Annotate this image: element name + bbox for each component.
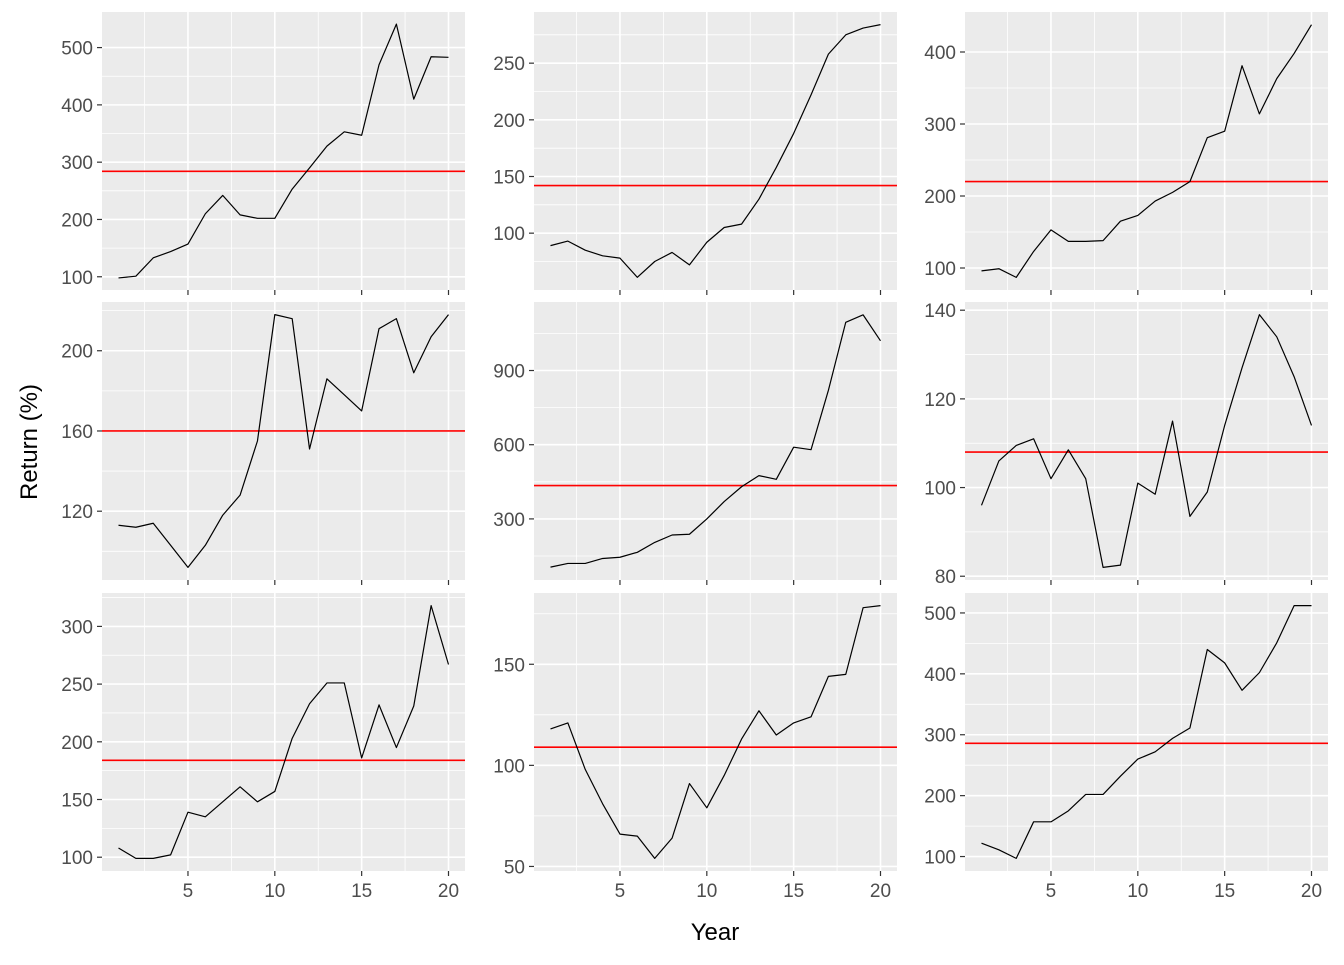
return-series-line (550, 314, 881, 568)
y-tick-label: 200 (924, 787, 956, 808)
y-tick-label: 100 (493, 756, 525, 777)
y-tick-label: 140 (924, 301, 956, 322)
y-tick-label: 100 (924, 259, 956, 280)
panel-background (534, 302, 897, 580)
panel-4: 120 160 200 (61, 302, 465, 585)
y-tick-label: 300 (493, 510, 525, 531)
y-tick-label: 80 (935, 567, 956, 588)
return-series-line (550, 24, 881, 278)
y-tick-label: 160 (61, 422, 93, 443)
x-axis-title: Year (691, 919, 740, 946)
y-tick-label: 100 (924, 848, 956, 869)
y-tick-label: 100 (61, 848, 93, 869)
y-tick-label: 400 (924, 665, 956, 686)
y-tick-label: 200 (61, 210, 93, 231)
x-tick-label: 20 (1301, 881, 1322, 902)
y-axis-title: Return (%) (16, 384, 43, 500)
x-tick-label: 10 (1127, 881, 1148, 902)
y-tick-label: 400 (924, 43, 956, 64)
y-tick-label: 100 (61, 268, 93, 289)
y-tick-label: 150 (493, 655, 525, 676)
y-tick-label: 400 (61, 96, 93, 117)
y-tick-label: 250 (493, 54, 525, 75)
y-tick-label: 200 (924, 187, 956, 208)
return-series-line (980, 314, 1313, 568)
x-tick-label: 5 (615, 881, 626, 902)
panel-6: 80 100 120 140 (924, 301, 1328, 588)
y-tick-label: 300 (924, 726, 956, 747)
panel-8: 50 100 150 5 10 15 20 (493, 593, 897, 902)
y-tick-label: 200 (61, 733, 93, 754)
panel-9: 100 200 300 400 500 5 10 15 20 (924, 593, 1328, 902)
return-series-line (118, 314, 449, 568)
y-tick-label: 150 (493, 167, 525, 188)
panel-2: 100 150 200 250 (493, 12, 897, 295)
return-series-line (118, 23, 449, 279)
x-tick-label: 10 (264, 881, 285, 902)
x-tick-label: 15 (1214, 881, 1235, 902)
y-tick-label: 200 (61, 342, 93, 363)
panel-background (102, 302, 465, 580)
return-series-line (981, 24, 1313, 278)
x-tick-label: 5 (1046, 881, 1057, 902)
y-tick-label: 120 (61, 502, 93, 523)
y-tick-label: 300 (924, 115, 956, 136)
x-tick-label: 10 (696, 881, 717, 902)
x-tick-label: 15 (351, 881, 372, 902)
y-tick-label: 50 (504, 857, 525, 878)
y-tick-label: 250 (61, 675, 93, 696)
x-tick-label: 20 (438, 881, 459, 902)
y-tick-label: 900 (493, 362, 525, 383)
panel-background (534, 593, 897, 871)
y-tick-label: 150 (61, 791, 93, 812)
panel-7: 100 150 200 250 300 5 10 15 20 (61, 593, 465, 902)
panel-5: 300 600 900 (493, 302, 897, 585)
y-tick-label: 300 (61, 153, 93, 174)
y-tick-label: 600 (493, 436, 525, 457)
x-tick-label: 15 (783, 881, 804, 902)
return-series-line (118, 605, 450, 859)
panel-background (965, 302, 1328, 580)
panel-1: 100 200 300 400 500 (61, 12, 465, 295)
panel-background (965, 593, 1328, 871)
y-tick-label: 300 (61, 617, 93, 638)
y-tick-label: 500 (61, 39, 93, 60)
panel-background (102, 593, 465, 871)
y-tick-label: 200 (493, 111, 525, 132)
y-tick-label: 120 (924, 390, 956, 411)
return-series-line (981, 605, 1312, 859)
panel-background (965, 12, 1328, 290)
return-series-line (550, 605, 881, 859)
x-tick-label: 5 (183, 881, 194, 902)
x-tick-label: 20 (870, 881, 891, 902)
panel-3: 100 200 300 400 (924, 12, 1328, 295)
y-tick-label: 100 (924, 479, 956, 500)
panel-background (534, 12, 897, 290)
y-tick-label: 500 (924, 604, 956, 625)
y-tick-label: 100 (493, 224, 525, 245)
